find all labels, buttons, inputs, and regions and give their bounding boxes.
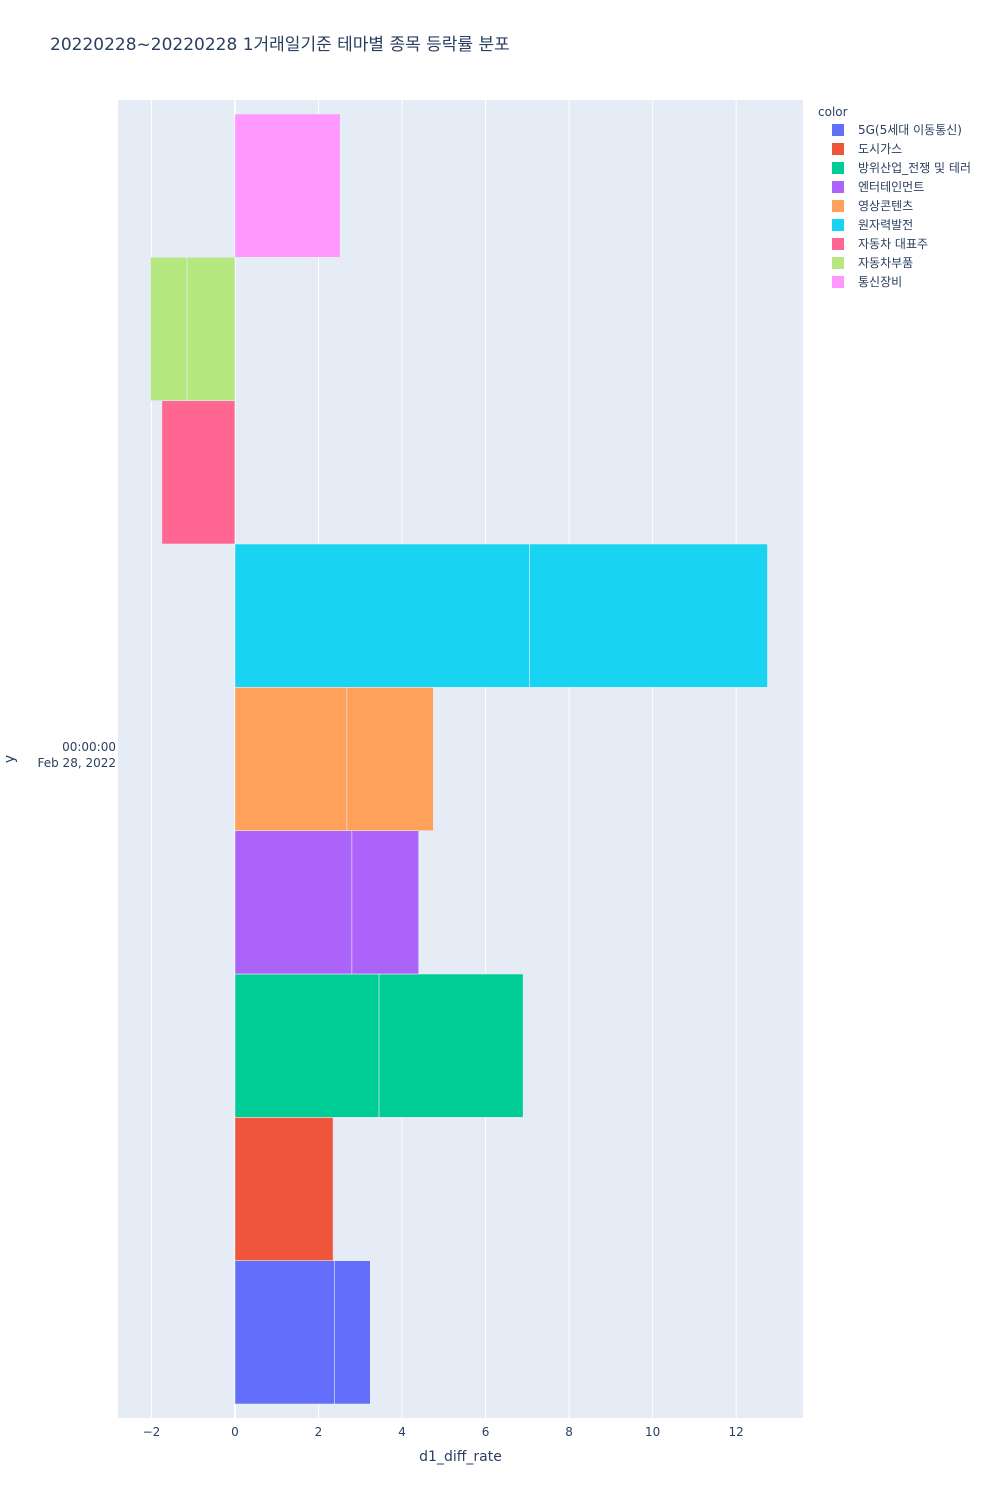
bar-segment[interactable] bbox=[351, 830, 420, 975]
legend-swatch bbox=[832, 257, 844, 269]
legend-swatch bbox=[832, 276, 844, 288]
bar-segment[interactable] bbox=[234, 113, 341, 258]
x-axis-ticks: −2 0 2 4 6 8 10 12 bbox=[143, 1425, 744, 1439]
legend-swatch bbox=[832, 124, 844, 136]
x-tick-label: 2 bbox=[315, 1425, 323, 1439]
legend-item[interactable]: 방위산업_전쟁 및 테러 bbox=[832, 161, 971, 175]
legend-label: 자동차 대표주 bbox=[858, 237, 928, 251]
bar-segment[interactable] bbox=[161, 400, 236, 545]
bar-segment[interactable] bbox=[234, 543, 530, 688]
y-tick-label-date: Feb 28, 2022 bbox=[38, 756, 117, 770]
bar-segment[interactable] bbox=[234, 973, 380, 1118]
legend-label: 도시가스 bbox=[858, 142, 902, 156]
x-tick-label: 6 bbox=[482, 1425, 490, 1439]
legend-label: 방위산업_전쟁 및 테러 bbox=[858, 161, 971, 175]
legend-item[interactable]: 엔터테인먼트 bbox=[832, 180, 924, 194]
legend-item[interactable]: 원자력발전 bbox=[832, 218, 913, 232]
legend-label: 통신장비 bbox=[858, 275, 902, 289]
bar-segment[interactable] bbox=[346, 687, 434, 831]
legend-item[interactable]: 5G(5세대 이동통신) bbox=[832, 123, 962, 137]
legend-item[interactable]: 자동차부품 bbox=[832, 256, 913, 270]
legend-item[interactable]: 통신장비 bbox=[832, 275, 902, 289]
legend-item[interactable]: 자동차 대표주 bbox=[832, 237, 928, 251]
bar-segment[interactable] bbox=[334, 1260, 371, 1405]
x-tick-label: 12 bbox=[729, 1425, 744, 1439]
bar-segment[interactable] bbox=[378, 973, 524, 1118]
legend-swatch bbox=[832, 181, 844, 193]
legend-label: 영상콘텐츠 bbox=[858, 199, 913, 213]
bar-segment[interactable] bbox=[234, 1260, 335, 1405]
bars bbox=[150, 113, 768, 1405]
legend-label: 자동차부품 bbox=[858, 256, 913, 270]
x-tick-label: 4 bbox=[398, 1425, 406, 1439]
legend-swatch bbox=[832, 200, 844, 212]
legend-swatch bbox=[832, 219, 844, 231]
legend-title: color bbox=[818, 105, 848, 119]
y-axis-title: y bbox=[2, 755, 18, 763]
legend-label: 5G(5세대 이동통신) bbox=[858, 123, 962, 137]
legend-label: 원자력발전 bbox=[858, 218, 913, 232]
legend-item[interactable]: 도시가스 bbox=[832, 142, 902, 156]
legend-swatch bbox=[832, 143, 844, 155]
legend-label: 엔터테인먼트 bbox=[858, 180, 924, 194]
x-tick-label: 0 bbox=[231, 1425, 239, 1439]
x-axis-title: d1_diff_rate bbox=[419, 1449, 502, 1465]
legend-item[interactable]: 영상콘텐츠 bbox=[832, 199, 913, 213]
x-tick-label: 10 bbox=[645, 1425, 660, 1439]
bar-segment[interactable] bbox=[150, 257, 188, 401]
bar-segment[interactable] bbox=[186, 257, 236, 401]
x-tick-label: 8 bbox=[565, 1425, 573, 1439]
x-tick-label: −2 bbox=[143, 1425, 161, 1439]
bar-segment[interactable] bbox=[234, 830, 353, 975]
legend-swatch bbox=[832, 238, 844, 250]
legend-swatch bbox=[832, 162, 844, 174]
y-tick-label-time: 00:00:00 bbox=[62, 740, 116, 754]
bar-segment[interactable] bbox=[234, 687, 348, 831]
bar-segment[interactable] bbox=[234, 1117, 334, 1261]
bar-segment[interactable] bbox=[529, 543, 768, 688]
chart-title: 20220228~20220228 1거래일기준 테마별 종목 등락률 분포 bbox=[50, 35, 510, 55]
